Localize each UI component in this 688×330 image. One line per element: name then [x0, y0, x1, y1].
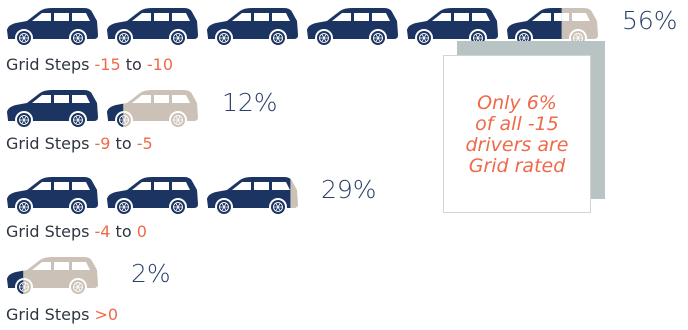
- row-4-label: Grid Steps >0: [6, 305, 118, 324]
- callout-box: Only 6% of all -15 drivers are Grid rate…: [443, 55, 591, 213]
- row-1-from: -15: [94, 55, 121, 74]
- row-3-label-prefix: Grid Steps: [6, 222, 95, 241]
- suv-icon-row-1-4: [307, 8, 398, 47]
- suv-icon-row-3-1: [7, 177, 98, 216]
- row-4-from: >0: [94, 305, 119, 324]
- row-2-to: -5: [136, 134, 153, 153]
- suv-icon-row-3-3: [207, 177, 298, 216]
- row-3-percent: 29%: [321, 175, 377, 204]
- row-1-percent: 56%: [622, 6, 678, 35]
- suv-icon-row-2-1: [7, 90, 98, 129]
- row-2-label-prefix: Grid Steps: [6, 134, 95, 153]
- row-3-from: -4: [94, 222, 111, 241]
- suv-icon-row-1-1: [7, 8, 98, 47]
- row-2-label: Grid Steps -9 to -5: [6, 134, 153, 153]
- callout-line-1: Only 6%: [477, 92, 557, 114]
- suv-icon-row-2-2: [107, 90, 198, 129]
- row-1-joiner: to: [120, 55, 147, 74]
- row-3-label: Grid Steps -4 to 0: [6, 222, 147, 241]
- row-3-joiner: to: [110, 222, 137, 241]
- row-4-label-prefix: Grid Steps: [6, 305, 95, 324]
- suv-icon-row-1-6: [507, 8, 598, 47]
- row-2-from: -9: [94, 134, 111, 153]
- row-1-to: -10: [146, 55, 174, 74]
- row-1-label-prefix: Grid Steps: [6, 55, 95, 74]
- row-2-percent: 12%: [222, 88, 278, 117]
- row-2-joiner: to: [110, 134, 137, 153]
- row-3-to: 0: [136, 222, 147, 241]
- callout-line-3: drivers are: [465, 134, 569, 156]
- suv-icon-row-4-1: [7, 257, 98, 296]
- row-4-percent: 2%: [131, 259, 171, 288]
- suv-icon-row-1-2: [107, 8, 198, 47]
- suv-icon-row-1-5: [407, 8, 498, 47]
- callout-line-2: of all -15: [475, 113, 559, 135]
- row-1-label: Grid Steps -15 to -10: [6, 55, 173, 74]
- callout-line-4: Grid rated: [468, 155, 566, 177]
- suv-icon-row-3-2: [107, 177, 198, 216]
- suv-icon-row-1-3: [207, 8, 298, 47]
- callout-text: Only 6% of all -15 drivers are Grid rate…: [444, 93, 590, 177]
